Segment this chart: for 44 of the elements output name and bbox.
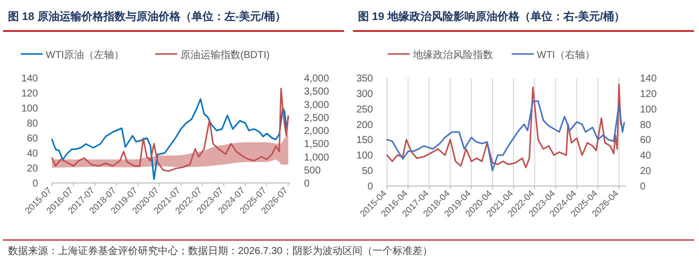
y-tick-label: 60 xyxy=(26,134,38,144)
y2-tick-label: 2,500 xyxy=(304,112,330,124)
y-tick-label: 100 xyxy=(356,150,374,162)
y-tick-label: 150 xyxy=(356,135,374,146)
legend-label: 地缘政治风险指数 xyxy=(412,49,493,61)
line-series xyxy=(51,98,289,180)
y2-tick-label: 500 xyxy=(304,165,322,176)
y2-tick-label: 3,500 xyxy=(304,86,330,98)
y-tick-label: 300 xyxy=(356,88,374,100)
y2-tick-label: 60 xyxy=(640,135,652,146)
y2-tick-label: 2,000 xyxy=(304,126,330,137)
y-tick-label: 50 xyxy=(362,166,374,178)
legend-label: 原油运输指数(BDTI) xyxy=(180,49,270,61)
y-tick-label: 200 xyxy=(356,120,374,131)
y-tick-label: 350 xyxy=(356,74,374,84)
y-tick-label: 250 xyxy=(356,104,374,116)
y2-tick-label: 1,500 xyxy=(304,139,330,150)
y-tick-label: 140 xyxy=(21,74,38,84)
y2-tick-label: 1,000 xyxy=(304,152,330,164)
line-series xyxy=(386,83,622,168)
y-tick-label: 100 xyxy=(21,104,38,114)
y-tick-label: 80 xyxy=(26,118,38,130)
y2-tick-label: 140 xyxy=(640,74,658,84)
y-tick-label: 120 xyxy=(21,88,38,100)
y2-tick-label: 0 xyxy=(640,182,646,192)
y2-tick-label: 40 xyxy=(640,150,652,162)
line-series xyxy=(386,100,625,172)
y2-tick-label: 0 xyxy=(304,178,310,190)
y2-tick-label: 80 xyxy=(640,120,652,131)
source-note: 数据来源：上海证券基金评价研究中心；数据日期：2026.7.30；阴影为波动区间（一个标准差） xyxy=(8,245,432,257)
chart-title: 图 18 原油运输价格指数与原油价格（单位：左-美元/桶） xyxy=(8,10,286,23)
y2-tick-label: 3,000 xyxy=(304,100,330,111)
y2-tick-label: 100 xyxy=(640,104,658,116)
line-series xyxy=(51,88,289,172)
y2-tick-label: 20 xyxy=(640,166,652,178)
y2-tick-label: 120 xyxy=(640,88,658,100)
y2-tick-label: 4,000 xyxy=(304,74,330,84)
legend-label: WTI原油（左轴） xyxy=(46,49,124,61)
y-tick-label: 0 xyxy=(32,178,38,190)
legend-label: WTI（右轴） xyxy=(536,49,596,61)
y-tick-label: 40 xyxy=(26,148,38,160)
chart-title: 图 19 地缘政治风险影响原油价格（单位：右-美元/桶） xyxy=(358,10,626,23)
y-tick-label: 0 xyxy=(367,182,374,192)
y-tick-label: 20 xyxy=(26,164,38,174)
